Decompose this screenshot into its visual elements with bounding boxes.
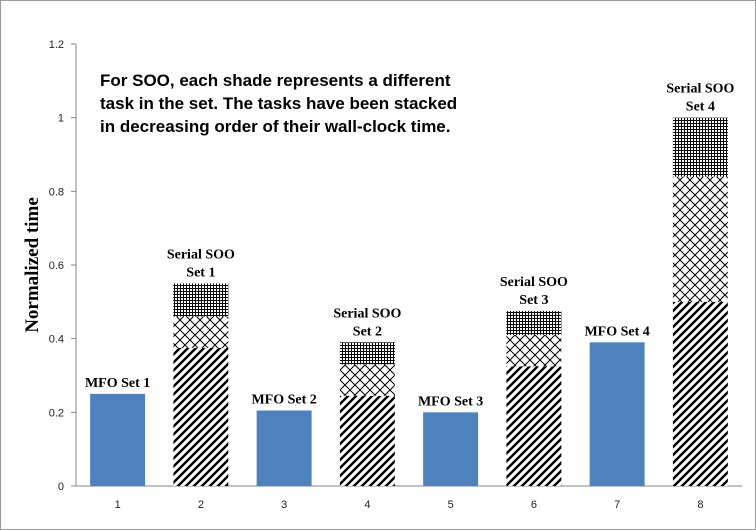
bar-label: Set 1	[186, 265, 215, 280]
bar-label: Serial SOO	[500, 275, 568, 290]
bar-segment-4-1	[339, 395, 395, 486]
x-tick-label: 5	[448, 499, 454, 511]
bar-segment-3-1	[256, 410, 312, 486]
y-tick-label: 0.8	[49, 186, 64, 198]
bar-label: Set 4	[686, 100, 715, 115]
x-tick-label: 2	[198, 499, 204, 511]
bar-segment-6-3	[506, 311, 562, 335]
x-tick-label: 6	[531, 499, 537, 511]
bar-segment-2-3	[173, 283, 229, 317]
x-tick-label: 3	[281, 499, 287, 511]
annotation-line: For SOO, each shade represents a differe…	[100, 71, 451, 90]
bar-label: MFO Set 4	[584, 324, 649, 339]
y-tick-label: 0	[58, 481, 64, 493]
annotation-line: in decreasing order of their wall-clock …	[100, 117, 450, 136]
x-tick-label: 4	[364, 499, 370, 511]
bar-segment-4-3	[339, 342, 395, 365]
bars	[90, 117, 728, 486]
annotation-text: For SOO, each shade represents a differe…	[100, 71, 457, 136]
bar-segment-6-2	[506, 334, 562, 367]
bar-segment-8-1	[672, 301, 728, 486]
bar-segment-6-1	[506, 366, 562, 486]
bar-segment-8-2	[672, 176, 728, 302]
x-tick-label: 1	[115, 499, 121, 511]
bar-label: MFO Set 1	[85, 376, 150, 391]
bar-segment-2-2	[173, 316, 229, 348]
bar-segment-4-2	[339, 364, 395, 396]
bar-segment-2-1	[173, 347, 229, 486]
bar-label: Set 2	[353, 324, 382, 339]
y-tick-label: 0.6	[49, 260, 64, 272]
bar-segment-1-1	[90, 393, 146, 486]
annotation-line: task in the set. The tasks have been sta…	[100, 94, 457, 113]
bar-label: Serial SOO	[333, 306, 401, 321]
bar-label: Set 3	[519, 293, 548, 308]
y-tick-label: 0.2	[49, 407, 64, 419]
x-tick-label: 7	[614, 499, 620, 511]
bar-label: Serial SOO	[167, 247, 235, 262]
y-axis-label: Normalized time	[22, 197, 43, 333]
bar-label: MFO Set 3	[418, 394, 483, 409]
bar-label: MFO Set 2	[251, 392, 316, 407]
bar-segment-5-1	[423, 412, 479, 486]
bar-label: Serial SOO	[666, 82, 734, 97]
x-tick-label: 8	[697, 499, 703, 511]
y-tick-label: 0.4	[49, 334, 64, 346]
bar-segment-8-3	[672, 117, 728, 177]
y-tick-label: 1	[58, 113, 64, 125]
bar-labels: MFO Set 1 Serial SOO Set 1 MFO Set 2 Serial …	[85, 82, 735, 410]
y-tick-label: 1.2	[49, 39, 64, 51]
bar-segment-7-1	[589, 342, 645, 486]
